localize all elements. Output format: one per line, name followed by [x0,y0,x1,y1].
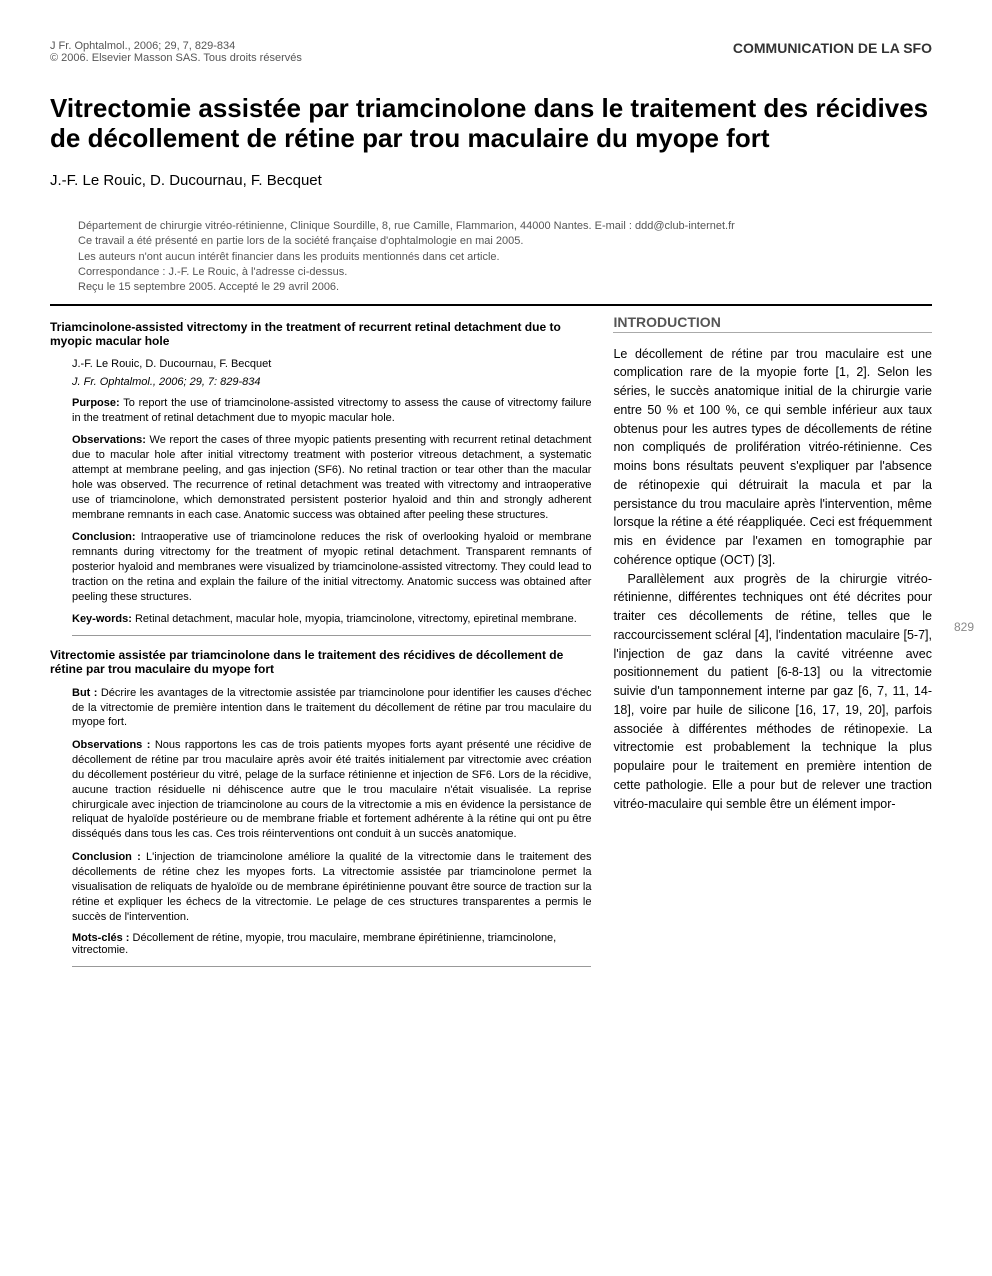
affil-line: Ce travail a été présenté en partie lors… [78,234,932,249]
purpose-text: To report the use of triamcinolone-assis… [72,397,591,424]
abstract-fr-motscles: Mots-clés : Décollement de rétine, myopi… [72,932,591,956]
abstract-en-authors: J.-F. Le Rouic, D. Ducournau, F. Becquet [72,358,591,370]
conclusion-text: Intraoperative use of triamcinolone redu… [72,531,591,602]
fr-conclusion-text: L'injection de triamcinolone améliore la… [72,851,591,922]
page-number: 829 [954,620,974,634]
intro-column: INTRODUCTION Le décollement de rétine pa… [613,314,932,978]
affil-line: Reçu le 15 septembre 2005. Accepté le 29… [78,280,932,295]
purpose-label: Purpose: [72,397,120,409]
keywords-label: Key-words: [72,613,132,625]
intro-p2: Parallèlement aux progrès de la chirurgi… [613,570,932,814]
motscles-label: Mots-clés : [72,932,129,944]
authors: J.-F. Le Rouic, D. Ducournau, F. Becquet [50,172,932,189]
affil-line: Les auteurs n'ont aucun intérêt financie… [78,250,932,265]
fr-observations-text: Nous rapportons les cas de trois patient… [72,739,591,840]
content-row: Triamcinolone-assisted vitrectomy in the… [50,314,932,978]
fr-observations-label: Observations : [72,739,150,751]
journal-ref: J Fr. Ophtalmol., 2006; 29, 7, 829-834 [50,40,302,52]
abstract-en-keywords: Key-words: Retinal detachment, macular h… [72,613,591,625]
abstract-fr-observations: Observations : Nous rapportons les cas d… [72,738,591,842]
observations-text: We report the cases of three myopic pati… [72,434,591,520]
divider [50,304,932,306]
abstract-end-divider [72,966,591,967]
copyright: © 2006. Elsevier Masson SAS. Tous droits… [50,52,302,64]
fr-conclusion-label: Conclusion : [72,851,141,863]
motscles-text: Décollement de rétine, myopie, trou macu… [72,932,556,956]
but-text: Décrire les avantages de la vitrectomie … [72,687,591,729]
abstract-en-purpose: Purpose: To report the use of triamcinol… [72,396,591,426]
affil-line: Département de chirurgie vitréo-rétinien… [78,219,932,234]
keywords-text: Retinal detachment, macular hole, myopia… [132,613,577,625]
intro-heading: INTRODUCTION [613,314,932,333]
affil-line: Correspondance : J.-F. Le Rouic, à l'adr… [78,265,932,280]
but-label: But : [72,687,97,699]
intro-body: Le décollement de rétine par trou macula… [613,345,932,814]
abstract-en-conclusion: Conclusion: Intraoperative use of triamc… [72,530,591,604]
header: J Fr. Ophtalmol., 2006; 29, 7, 829-834 ©… [50,40,932,64]
communication-type: COMMUNICATION DE LA SFO [733,40,932,56]
abstract-divider [72,635,591,636]
abstract-fr-title: Vitrectomie assistée par triamcinolone d… [50,648,591,676]
abstract-en-ref: J. Fr. Ophtalmol., 2006; 29, 7: 829-834 [72,376,591,388]
abstract-fr-but: But : Décrire les avantages de la vitrec… [72,686,591,731]
intro-p1: Le décollement de rétine par trou macula… [613,345,932,570]
abstract-en-title: Triamcinolone-assisted vitrectomy in the… [50,320,591,348]
article-title: Vitrectomie assistée par triamcinolone d… [50,94,932,154]
affiliations: Département de chirurgie vitréo-rétinien… [78,219,932,296]
abstracts-column: Triamcinolone-assisted vitrectomy in the… [50,314,591,978]
conclusion-label: Conclusion: [72,531,136,543]
abstract-en-observations: Observations: We report the cases of thr… [72,433,591,522]
journal-ref-block: J Fr. Ophtalmol., 2006; 29, 7, 829-834 ©… [50,40,302,64]
observations-label: Observations: [72,434,146,446]
abstract-fr-conclusion: Conclusion : L'injection de triamcinolon… [72,850,591,924]
